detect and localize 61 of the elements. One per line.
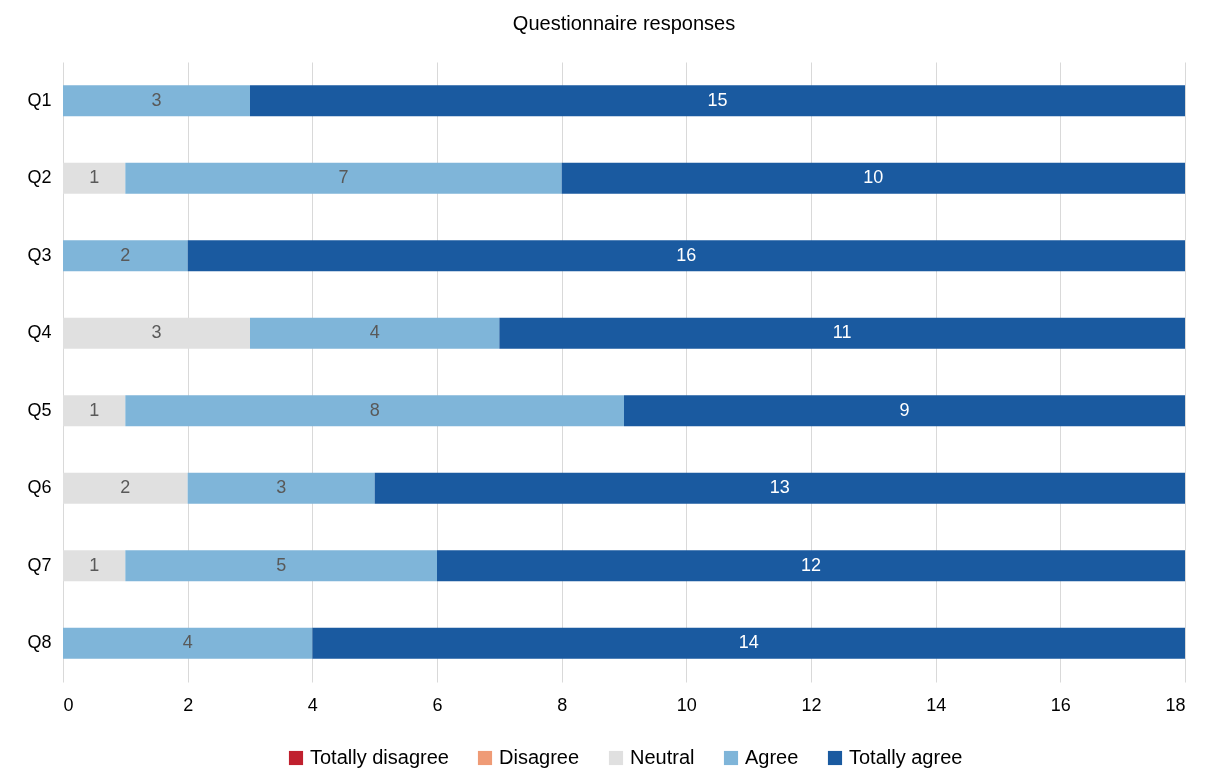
bar (312, 627, 1185, 659)
bar (125, 162, 562, 194)
data-label: 3 (276, 477, 287, 498)
x-tick-label: 10 (676, 694, 697, 715)
data-label: 2 (120, 244, 131, 265)
legend-label: Agree (745, 746, 799, 768)
data-label: 15 (707, 89, 728, 110)
data-label: 10 (863, 167, 884, 188)
data-label: 1 (89, 167, 100, 188)
bar (250, 317, 500, 349)
bar (63, 240, 188, 272)
y-tick-label: Q6 (27, 477, 52, 498)
y-tick-label: Q2 (27, 167, 52, 188)
bar (624, 395, 1185, 427)
data-label: 2 (120, 477, 131, 498)
x-tick-label: 2 (183, 694, 194, 715)
data-label: 14 (738, 632, 759, 653)
data-label: 4 (182, 632, 193, 653)
x-tick-label: 16 (1050, 694, 1071, 715)
legend-label: Totally agree (849, 746, 963, 768)
bar (437, 550, 1185, 582)
data-label: 3 (151, 322, 162, 343)
bar (561, 162, 1185, 194)
x-tick-label: 6 (432, 694, 443, 715)
y-tick-label: Q4 (27, 322, 52, 343)
data-label: 1 (89, 554, 100, 575)
y-tick-label: Q7 (27, 554, 52, 575)
data-label: 5 (276, 554, 287, 575)
bar (125, 395, 624, 427)
x-tick-label: 12 (801, 694, 822, 715)
bar (187, 240, 1185, 272)
legend-label: Neutral (630, 746, 695, 768)
data-label: 13 (769, 477, 790, 498)
x-tick-label: 14 (926, 694, 947, 715)
data-label: 4 (369, 322, 380, 343)
bar (187, 472, 375, 504)
data-label: 1 (89, 399, 100, 420)
data-label: 16 (676, 244, 697, 265)
x-tick-label: 4 (307, 694, 318, 715)
legend-label: Disagree (499, 746, 580, 768)
bar (63, 627, 313, 659)
x-tick-label: 18 (1165, 694, 1186, 715)
y-tick-label: Q8 (27, 632, 52, 653)
data-label: 11 (832, 322, 852, 343)
x-tick-label: 8 (557, 694, 568, 715)
chart-title: Questionnaire responses (512, 12, 736, 34)
y-tick-label: Q1 (27, 89, 52, 110)
data-label: 9 (899, 399, 910, 420)
data-label: 12 (800, 554, 822, 575)
x-tick-label: 0 (63, 694, 74, 715)
bar (374, 472, 1185, 504)
bar (63, 85, 250, 117)
bar (250, 85, 1185, 117)
data-label: 8 (369, 399, 380, 420)
y-tick-label: Q3 (27, 244, 52, 265)
legend-label: Totally disagree (310, 746, 449, 768)
bar (125, 550, 437, 582)
y-tick-label: Q5 (27, 399, 52, 420)
data-label: 3 (151, 89, 162, 110)
bar (499, 317, 1185, 349)
data-label: 7 (338, 167, 349, 188)
